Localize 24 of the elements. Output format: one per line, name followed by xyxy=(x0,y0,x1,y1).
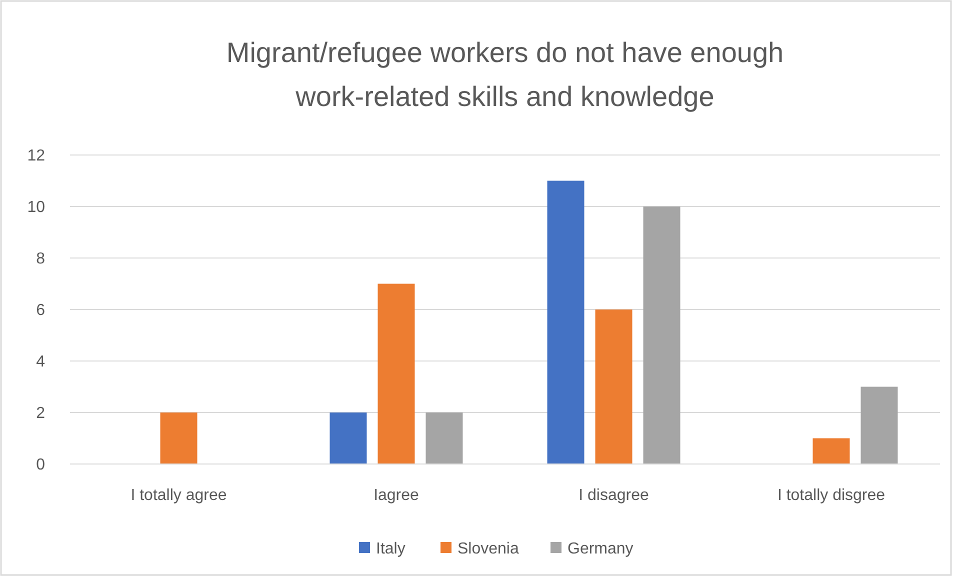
y-tick-label: 8 xyxy=(36,250,46,268)
legend-label: Germany xyxy=(568,540,634,558)
x-tick-label: I totally disgree xyxy=(777,487,886,504)
bar xyxy=(643,206,680,464)
bar xyxy=(860,386,898,464)
legend-label: Slovenia xyxy=(458,540,519,558)
chart-title: Migrant/refugee workers do not have enough work-related skills and knowledge xyxy=(226,37,784,112)
x-tick-label: I disagree xyxy=(578,487,649,504)
legend-label: Italy xyxy=(376,540,406,558)
y-tick-label: 4 xyxy=(36,354,46,371)
y-tick-label: 10 xyxy=(27,199,46,216)
y-tick-label: 6 xyxy=(36,302,46,320)
bar xyxy=(595,310,632,464)
bar xyxy=(330,412,367,464)
y-tick-label: 12 xyxy=(27,148,46,165)
y-tick-label: 0 xyxy=(36,456,46,474)
bar xyxy=(426,412,463,464)
x-tick-label: I totally agree xyxy=(130,487,227,504)
bar xyxy=(160,412,198,464)
bar xyxy=(547,180,584,464)
bar xyxy=(378,284,415,464)
y-tick-label: 2 xyxy=(36,405,46,422)
bar xyxy=(812,438,850,464)
x-tick-label: Iagree xyxy=(374,487,420,504)
